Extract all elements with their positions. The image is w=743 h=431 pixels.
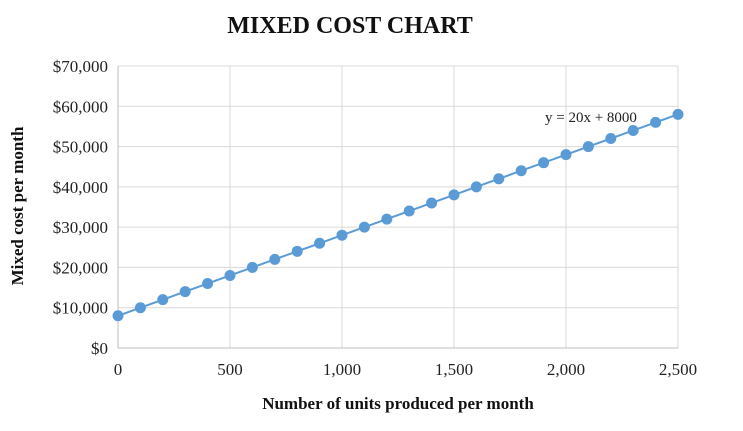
data-point xyxy=(426,197,438,209)
data-point xyxy=(112,310,124,322)
axes xyxy=(117,66,678,349)
data-point xyxy=(582,141,594,153)
y-tick-label: $10,000 xyxy=(53,299,108,318)
data-point xyxy=(470,181,482,193)
chart-title: MIXED COST CHART xyxy=(227,13,472,39)
x-tick-label: 2,000 xyxy=(547,360,585,379)
y-tick-label: $30,000 xyxy=(53,218,108,237)
y-tick-label: $0 xyxy=(91,339,108,358)
data-point xyxy=(627,124,639,136)
data-point xyxy=(381,213,393,225)
x-tick-label: 500 xyxy=(217,360,243,379)
data-point xyxy=(336,229,348,241)
data-point xyxy=(134,302,146,314)
data-point xyxy=(605,133,617,145)
data-point xyxy=(179,286,191,298)
data-point xyxy=(246,261,258,273)
data-point xyxy=(672,108,684,120)
y-tick-label: $20,000 xyxy=(53,258,108,277)
data-point xyxy=(291,245,303,257)
y-tick-label: $60,000 xyxy=(53,97,108,116)
x-tick-label: 0 xyxy=(114,360,123,379)
data-point xyxy=(269,253,281,265)
data-point xyxy=(493,173,505,185)
data-point xyxy=(314,237,326,249)
data-point xyxy=(448,189,460,201)
y-axis-label: Mixed cost per month xyxy=(8,126,27,285)
data-point xyxy=(650,116,662,128)
y-tick-label: $40,000 xyxy=(53,178,108,197)
data-point xyxy=(538,157,550,169)
x-tick-label: 1,500 xyxy=(435,360,473,379)
data-point xyxy=(403,205,415,217)
x-tick-label: 1,000 xyxy=(323,360,361,379)
data-point xyxy=(224,269,236,281)
x-tick-label: 2,500 xyxy=(659,360,697,379)
series-layer xyxy=(112,108,684,322)
trendline-equation: y = 20x + 8000 xyxy=(545,110,637,126)
data-point xyxy=(560,149,572,161)
data-point xyxy=(202,278,214,290)
y-tick-label: $50,000 xyxy=(53,138,108,157)
tick-labels: $0 $10,000 $20,000 $30,000 $40,000 $50,000 $60… xyxy=(53,57,697,379)
x-axis-label: Number of units produced per month xyxy=(262,394,534,413)
data-point xyxy=(157,294,169,306)
data-point xyxy=(358,221,370,233)
data-point xyxy=(515,165,527,177)
y-tick-label: $70,000 xyxy=(53,57,108,76)
